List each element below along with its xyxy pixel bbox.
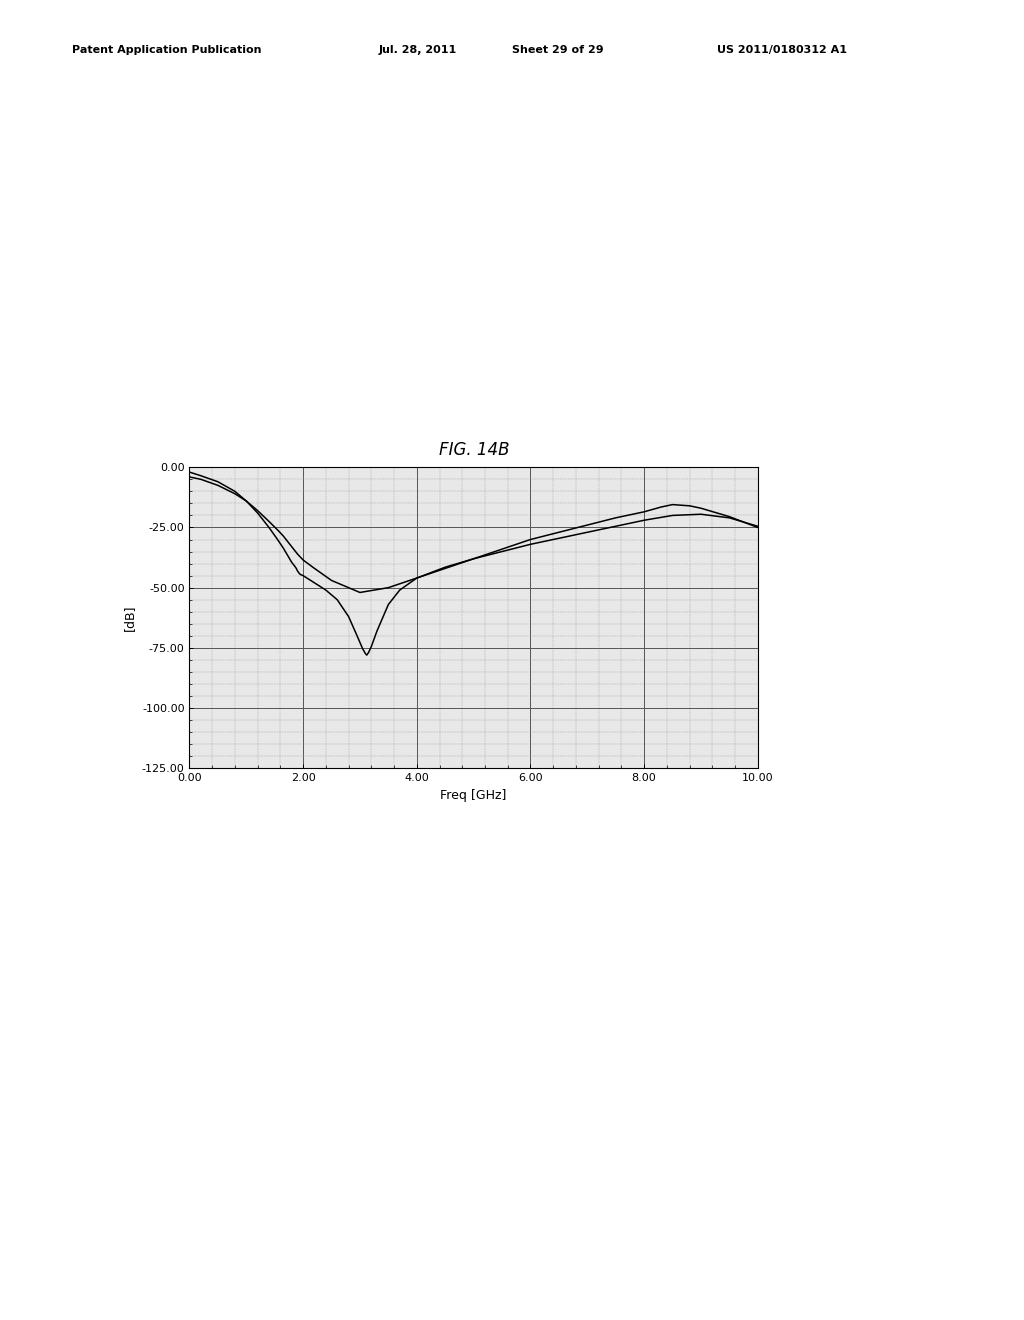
Text: Sheet 29 of 29: Sheet 29 of 29 [512, 45, 603, 55]
Text: Patent Application Publication: Patent Application Publication [72, 45, 261, 55]
Text: FIG. 14B: FIG. 14B [439, 441, 509, 459]
X-axis label: Freq [GHz]: Freq [GHz] [440, 788, 507, 801]
Text: US 2011/0180312 A1: US 2011/0180312 A1 [717, 45, 847, 55]
Y-axis label: [dB]: [dB] [123, 605, 136, 631]
Text: Jul. 28, 2011: Jul. 28, 2011 [379, 45, 457, 55]
